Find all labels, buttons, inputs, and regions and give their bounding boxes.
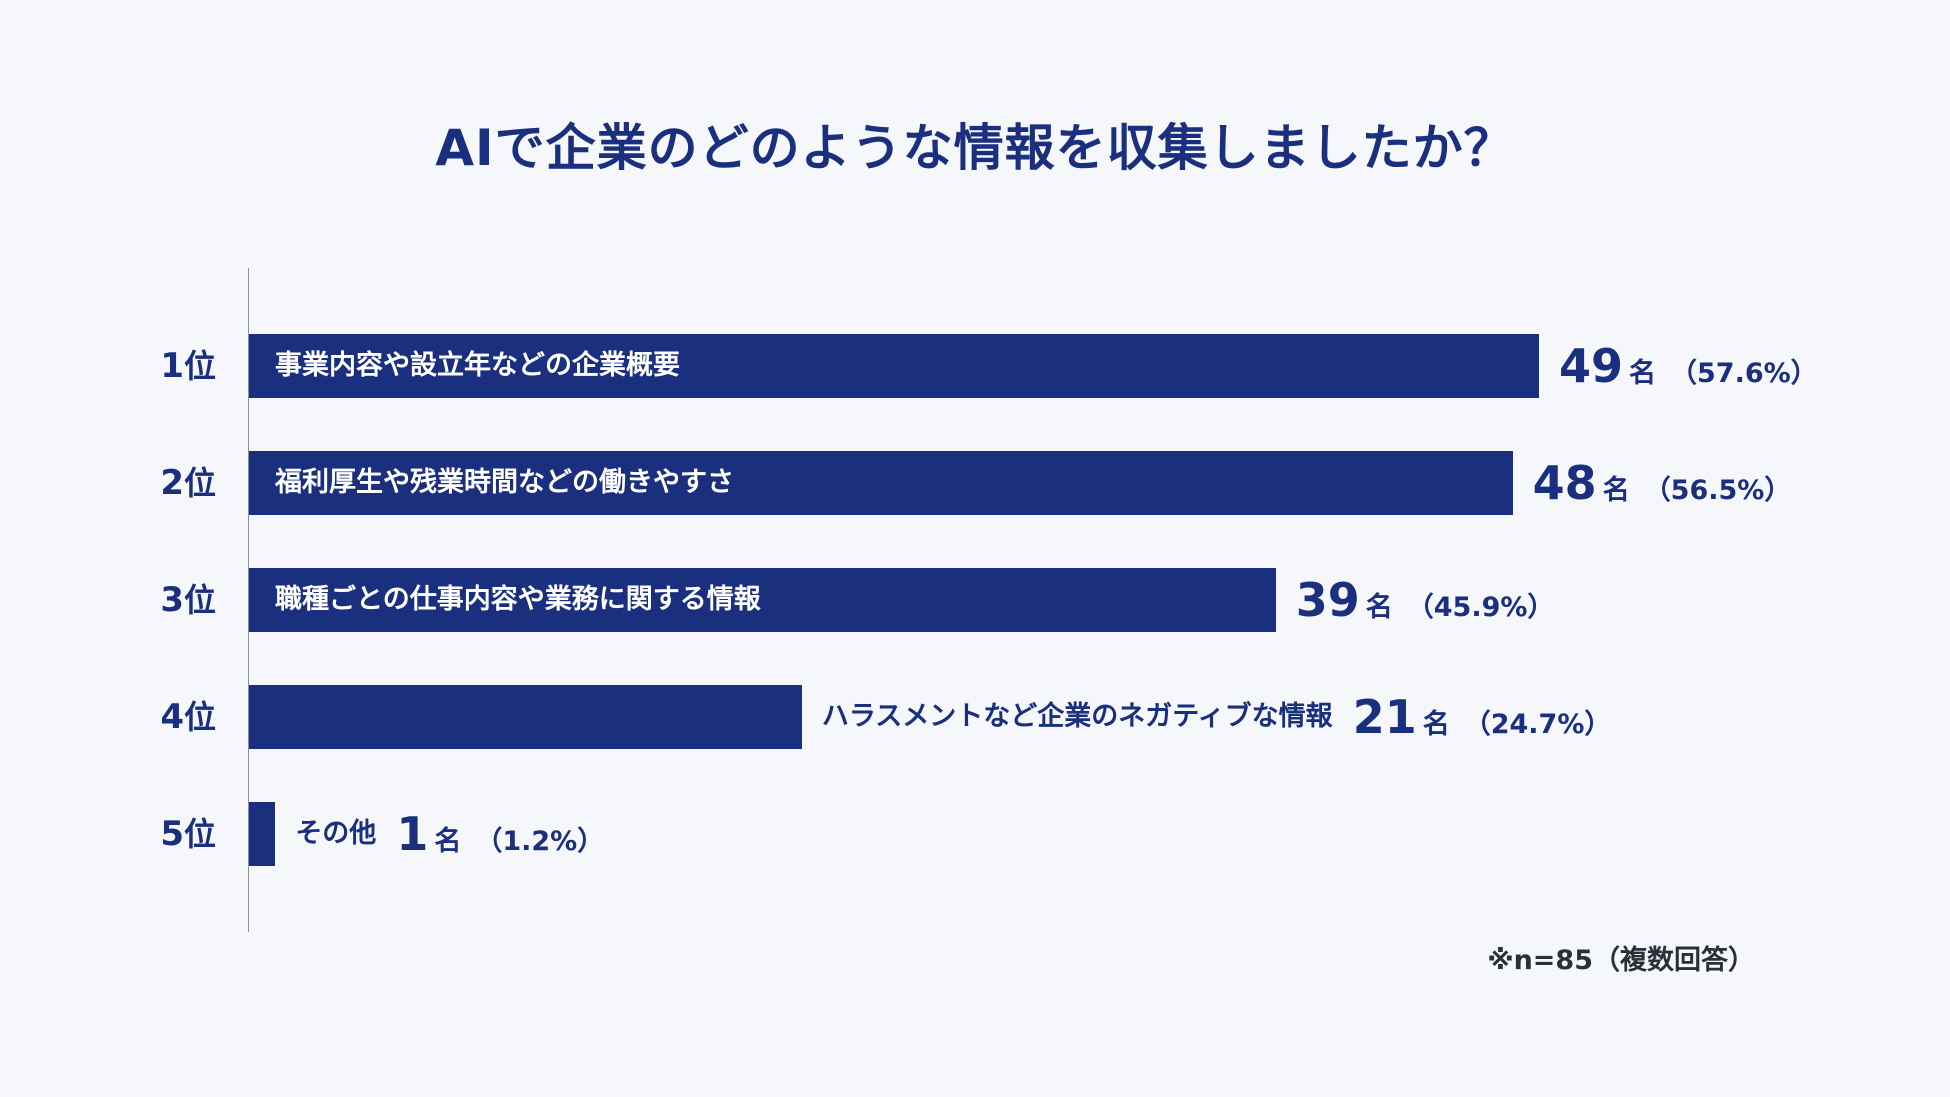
rank-suffix: 位 — [183, 815, 216, 853]
bar-row: 3位 職種ごとの仕事内容や業務に関する情報 39 名 （45.9%） — [0, 568, 1950, 632]
bar-row: 5位 その他 1 名 （1.2%） — [0, 802, 1950, 866]
rank-number: 5 — [160, 814, 184, 854]
value-percent: （56.5%） — [1643, 475, 1792, 506]
value-unit: 名 — [1602, 475, 1630, 506]
value-count: 1 — [396, 807, 429, 861]
rank-number: 4 — [160, 697, 184, 737]
bar-row: 4位 ハラスメントなど企業のネガティブな情報 21 名 （24.7%） — [0, 685, 1950, 749]
value-unit: 名 — [1365, 592, 1393, 623]
rank-number: 3 — [160, 580, 184, 620]
rank-suffix: 位 — [183, 581, 216, 619]
value-percent: （57.6%） — [1670, 358, 1818, 389]
bar — [249, 802, 276, 866]
bar-row: 2位 福利厚生や残業時間などの働きやすさ 48 名 （56.5%） — [0, 451, 1950, 515]
category-label: ハラスメントなど企業のネガティブな情報 — [821, 701, 1333, 732]
rank-label: 1位 — [130, 334, 230, 398]
category-label: 事業内容や設立年などの企業概要 — [275, 350, 680, 381]
bar — [249, 451, 1513, 515]
value-unit: 名 — [1629, 358, 1657, 389]
value-label: 49 名 （57.6%） — [1559, 334, 1818, 398]
value-label: 39 名 （45.9%） — [1296, 568, 1555, 632]
bar — [249, 685, 802, 749]
value-label: 48 名 （56.5%） — [1533, 451, 1792, 515]
category-label: その他 — [295, 818, 377, 849]
sample-size-footnote: ※n=85（複数回答） — [1487, 945, 1755, 976]
value-count: 21 — [1352, 690, 1417, 744]
rank-label: 2位 — [130, 451, 230, 515]
category-label: 福利厚生や残業時間などの働きやすさ — [275, 467, 734, 498]
rank-label: 4位 — [130, 685, 230, 749]
value-count: 48 — [1532, 456, 1597, 510]
value-label: 21 名 （24.7%） — [1353, 685, 1612, 749]
rank-suffix: 位 — [183, 464, 216, 502]
y-axis-line — [248, 268, 249, 932]
value-unit: 名 — [434, 826, 462, 857]
rank-number: 2 — [160, 463, 184, 503]
rank-label: 5位 — [130, 802, 230, 866]
value-percent: （24.7%） — [1463, 709, 1612, 740]
rank-label: 3位 — [130, 568, 230, 632]
value-unit: 名 — [1422, 709, 1450, 740]
value-percent: （1.2%） — [475, 826, 605, 857]
rank-suffix: 位 — [183, 698, 216, 736]
rank-suffix: 位 — [183, 347, 216, 385]
bar — [249, 334, 1539, 398]
value-label: 1 名 （1.2%） — [396, 802, 604, 866]
value-percent: （45.9%） — [1406, 592, 1555, 623]
bar — [249, 568, 1276, 632]
rank-number: 1 — [160, 346, 184, 386]
value-count: 49 — [1559, 339, 1624, 393]
value-count: 39 — [1295, 573, 1360, 627]
chart-title: AIで企業のどのような情報を収集しましたか？ — [435, 119, 1515, 177]
bar-row: 1位 事業内容や設立年などの企業概要 49 名 （57.6%） — [0, 334, 1950, 398]
category-label: 職種ごとの仕事内容や業務に関する情報 — [275, 584, 761, 615]
